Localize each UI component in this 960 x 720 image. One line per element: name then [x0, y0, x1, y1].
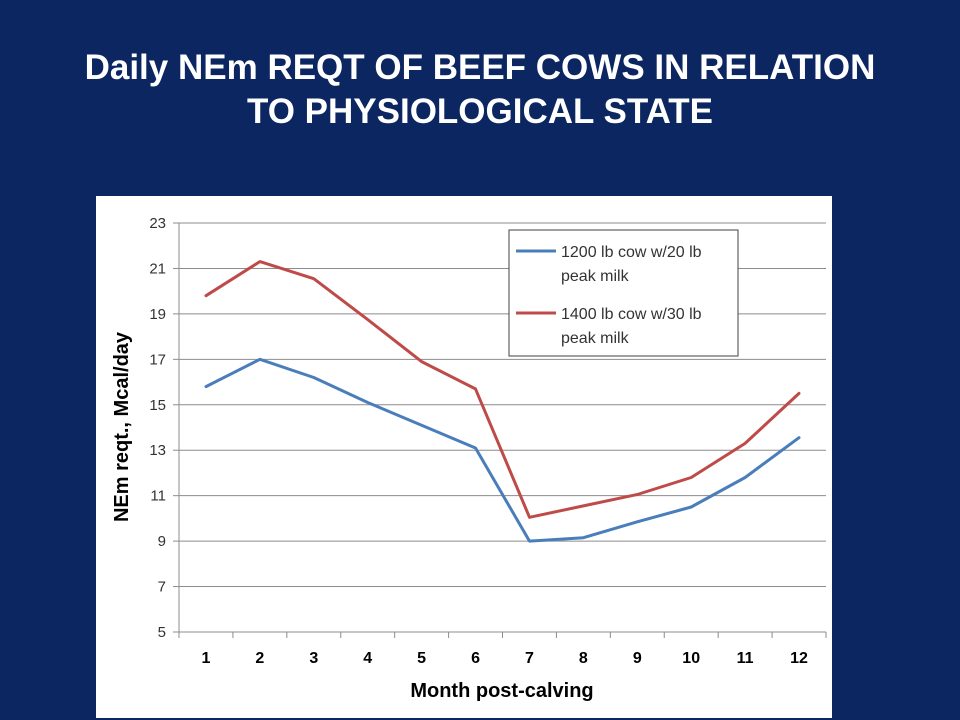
x-tick-label: 1: [202, 650, 211, 667]
y-tick-label: 11: [150, 488, 166, 505]
series-line-1: [204, 357, 801, 543]
y-tick-label: 19: [149, 306, 166, 323]
y-tick-label: 9: [158, 533, 166, 550]
y-tick-label: 23: [149, 215, 166, 232]
x-tick-label: 3: [309, 650, 318, 667]
x-tick-label: 5: [417, 650, 426, 667]
legend: 1200 lb cow w/20 lb peak milk 1400 lb co…: [508, 229, 739, 357]
y-axis-label: NEm reqt., Mcal/day: [111, 331, 133, 522]
y-tick-label: 7: [158, 579, 166, 596]
x-tick-label: 6: [471, 650, 480, 667]
y-tick-label: 17: [149, 351, 166, 368]
chart-panel: 5 7 9 11 13 15 17 19 21 23 1 2 3 4 5 6 7 8 9 10 11 12 1200 lb…: [96, 196, 832, 718]
slide-title-line-2: TO PHYSIOLOGICAL STATE: [246, 92, 714, 131]
legend-label-series-2-line-2: peak milk: [561, 330, 630, 347]
y-tick-label: 15: [149, 397, 166, 414]
slide-title: Daily NEm REQT OF BEEF COWS IN RELATION …: [0, 46, 960, 134]
x-tick-label: 8: [579, 650, 588, 667]
x-tick-label: 12: [790, 650, 808, 667]
x-axis-label: Month post-calving: [410, 680, 593, 702]
x-tick-label: 7: [525, 650, 534, 667]
y-tick-label: 21: [149, 260, 166, 277]
y-tick-label: 5: [158, 624, 166, 641]
x-tick-label: 4: [363, 650, 372, 667]
x-tick-label: 10: [682, 650, 700, 667]
y-tick-label: 13: [149, 442, 166, 459]
series-lines: [204, 260, 801, 543]
legend-label-series-1-line-1: 1200 lb cow w/20 lb: [561, 244, 702, 261]
slide-title-line-1: Daily NEm REQT OF BEEF COWS IN RELATION: [84, 48, 876, 87]
legend-label-series-2-line-1: 1400 lb cow w/30 lb: [561, 306, 702, 323]
series-line-2: [204, 260, 801, 519]
x-tick-label: 9: [633, 650, 642, 667]
legend-label-series-1-line-2: peak milk: [561, 268, 630, 285]
x-tick-label: 2: [255, 650, 264, 667]
x-tick-label: 11: [737, 650, 754, 667]
